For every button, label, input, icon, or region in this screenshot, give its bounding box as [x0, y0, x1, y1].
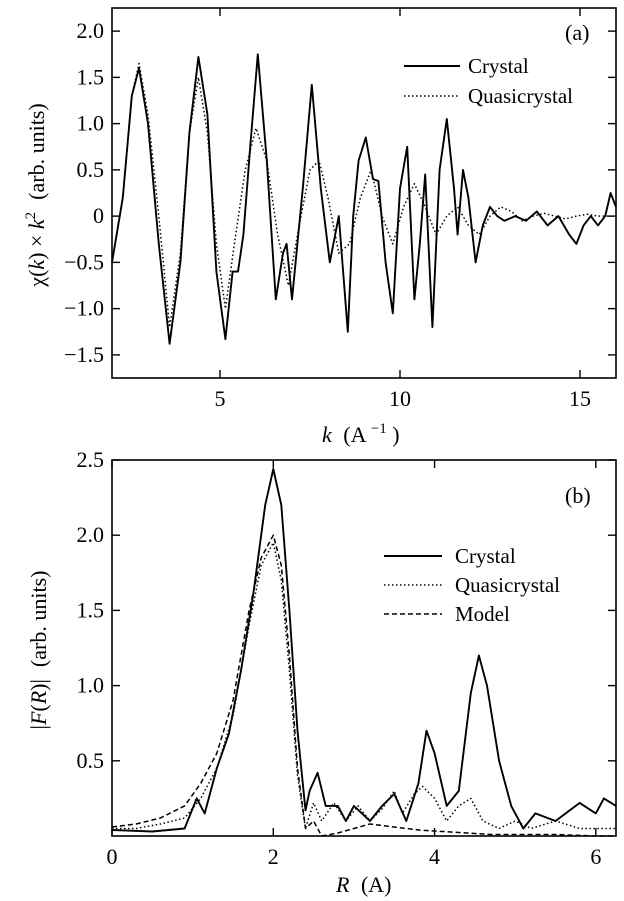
panel-b-ylabel-paren2: )| [26, 679, 51, 691]
panel-b-ylabel-F: F [26, 711, 51, 726]
panel-a-xtick-label-1: 10 [389, 386, 411, 411]
panel-b-ylabel-units: (arb. units) [26, 571, 51, 668]
panel-b-xlabel: R (A) [335, 872, 392, 897]
panel-b-xtick-label-3: 6 [590, 844, 601, 869]
panel-a-ytick-label-7: 2.0 [77, 18, 105, 43]
panel-a-ylabel-chi: χ( [24, 270, 49, 288]
panel-a-xlabel-close: ) [392, 422, 399, 447]
panel-b-series-crystal [111, 468, 617, 833]
panel-a-legend: Crystal Quasicrystal [404, 54, 573, 108]
panel-b-series [111, 468, 617, 837]
panel-a-label: (a) [565, 20, 589, 45]
panel-b-series-quasicrystal [112, 541, 616, 830]
panel-a-xlabel: k (A −1 ) [322, 413, 400, 447]
legend-a-crystal-label: Crystal [468, 54, 529, 78]
panel-a-ylabel: χ(k) × k2(arb. units) [23, 103, 49, 287]
panel-a-frame [111, 7, 617, 379]
panel-b-xtick-label-2: 4 [429, 844, 440, 869]
panel-a-ylabel-units: (arb. units) [24, 103, 49, 200]
legend-b-quasicrystal-label: Quasicrystal [455, 573, 560, 597]
panel-a-ytick-label-5: 1.0 [77, 111, 105, 136]
panel-a-ytick-label-0: −1.5 [64, 342, 104, 367]
panel-b-ytick-label-0: 0.5 [77, 748, 105, 773]
panel-b-ylabel: |F(R)| (arb. units) [26, 571, 51, 730]
panel-b-ytick-label-3: 2.0 [77, 522, 105, 547]
panel-b-series-model [111, 534, 616, 837]
panel-b-ticks: 0 2 4 6 0.5 1.0 1.5 2.0 2.5 [77, 447, 616, 869]
panel-b-ytick-label-2: 1.5 [77, 597, 105, 622]
panel-a-chart: 5 10 15 −1.5 −1.0 −0.5 0 0.5 1.0 1.5 2.0 (a) Cryst… [23, 7, 617, 447]
panel-a-ytick-label-4: 0.5 [77, 157, 105, 182]
panel-a-ytick-label-2: −0.5 [64, 249, 104, 274]
panel-b-xtick-label-0: 0 [107, 844, 118, 869]
panel-b-ytick-label-4: 2.5 [77, 447, 105, 472]
legend-b-crystal-label: Crystal [455, 544, 516, 568]
panel-b-xtick-label-1: 2 [268, 844, 279, 869]
panel-b-chart: 0 2 4 6 0.5 1.0 1.5 2.0 2.5 (b) Crystal Quasicry… [26, 447, 617, 897]
legend-b-model-label: Model [455, 602, 510, 626]
panel-a-series-crystal [111, 53, 617, 345]
panel-b-frame [111, 459, 617, 837]
panel-b-legend: Crystal Quasicrystal Model [384, 544, 560, 626]
panel-a-ylabel-sup: 2 [23, 212, 39, 220]
panel-a-xlabel-sup: −1 [371, 421, 387, 437]
legend-a-quasicrystal-label: Quasicrystal [468, 84, 573, 108]
panel-a-ticks: 5 10 15 −1.5 −1.0 −0.5 0 0.5 1.0 1.5 2.0 [64, 8, 616, 411]
panel-a-ytick-label-1: −1.0 [64, 296, 104, 321]
panel-b-ytick-label-1: 1.0 [77, 673, 105, 698]
panel-a-ylabel-mid: ) × [24, 229, 49, 260]
panel-b-ylabel-open: | [26, 725, 51, 729]
panel-a-series [111, 53, 617, 345]
panel-a-ytick-label-6: 1.5 [77, 64, 105, 89]
panel-b-label: (b) [565, 483, 591, 508]
panel-a-ylabel-k1: k [24, 259, 49, 270]
panel-a-xlabel-var: k [322, 422, 333, 447]
panel-b-xlabel-var: R [335, 872, 350, 897]
panel-b-ylabel-R: R [26, 690, 51, 705]
panel-a-xlabel-unit: (A [343, 422, 366, 447]
panel-a-ytick-label-3: 0 [93, 203, 104, 228]
panel-b-ylabel-paren1: ( [26, 704, 51, 711]
panel-a-ylabel-k2: k [24, 218, 49, 229]
panel-a-xtick-label-0: 5 [215, 386, 226, 411]
panel-b-xlabel-unit: (A) [361, 872, 392, 897]
panel-a-xtick-label-2: 15 [569, 386, 591, 411]
